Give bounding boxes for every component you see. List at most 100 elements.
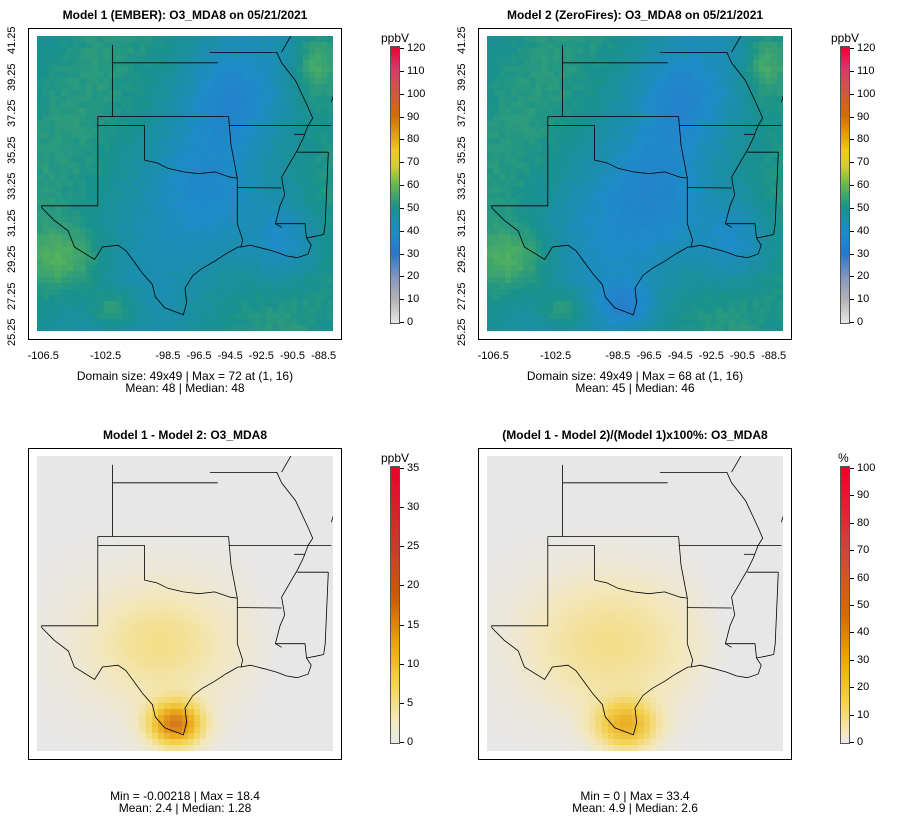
longitude-tick-label: -88.5 bbox=[761, 350, 787, 362]
latitude-tick-label: 41.25 bbox=[456, 26, 468, 54]
colorbar-unit: % bbox=[838, 451, 849, 465]
colorbar-label: 10 bbox=[857, 708, 870, 721]
latitude-tick-label: 37.25 bbox=[456, 99, 468, 127]
colorbar-tick bbox=[850, 93, 854, 95]
stat-line-1: Domain size: 49x49 | Max = 68 at (1, 16) bbox=[526, 369, 744, 383]
colorbar-label: 70 bbox=[857, 156, 870, 169]
panel-title: Model 1 (EMBER): O3_MDA8 on 05/21/2021 bbox=[62, 8, 308, 22]
colorbar-label: 60 bbox=[857, 571, 870, 584]
colorbar-tick bbox=[850, 632, 854, 634]
latitude-tick-label: 37.25 bbox=[6, 99, 18, 127]
colorbar-tick bbox=[400, 116, 404, 118]
colorbar-label: 20 bbox=[407, 579, 420, 592]
latitude-tick-label: 27.25 bbox=[456, 281, 468, 310]
colorbar-tick bbox=[400, 207, 404, 209]
colorbar-label: 100 bbox=[857, 462, 876, 474]
colorbar-unit: ppbV bbox=[381, 451, 410, 465]
colorbar-tick bbox=[850, 605, 854, 606]
colorbar-tick bbox=[850, 185, 854, 186]
colorbar-tick bbox=[850, 230, 854, 232]
longitude-tick-label: -94.5 bbox=[217, 350, 243, 362]
colorbar-tick bbox=[850, 322, 854, 323]
colorbar-label: 20 bbox=[407, 270, 420, 283]
concentration-grid bbox=[37, 36, 333, 331]
colorbar-tick bbox=[850, 550, 854, 552]
colorbar-tick bbox=[400, 93, 404, 95]
colorbar-tick bbox=[400, 624, 404, 626]
colorbar-tick bbox=[850, 253, 854, 255]
colorbar-gradient bbox=[390, 46, 400, 324]
colorbar-label: 20 bbox=[857, 681, 870, 694]
longitude-tick-label: -96.5 bbox=[186, 350, 212, 362]
panel-percent-difference: (Model 1 - Model 2)/(Model 1)x100%: O3_M… bbox=[450, 420, 900, 840]
colorbar-label: 120 bbox=[857, 42, 876, 54]
colorbar-gradient bbox=[390, 466, 400, 744]
colorbar-label: 80 bbox=[407, 133, 420, 146]
colorbar-tick bbox=[850, 468, 854, 469]
colorbar-tick bbox=[400, 48, 404, 49]
colorbar-label: 30 bbox=[407, 501, 420, 514]
colorbar-tick bbox=[400, 139, 404, 141]
stat-line-2: Mean: 45 | Median: 46 bbox=[575, 381, 695, 395]
colorbar-label: 80 bbox=[857, 516, 870, 529]
colorbar-label: 80 bbox=[857, 133, 870, 146]
longitude-tick-label: -102.5 bbox=[89, 350, 122, 362]
colorbar-label: 90 bbox=[407, 110, 420, 123]
colorbar-label: 10 bbox=[407, 657, 420, 670]
colorbar-tick bbox=[400, 70, 404, 72]
colorbar-label: 5 bbox=[407, 696, 414, 709]
longitude-tick-label: -92.5 bbox=[248, 350, 274, 362]
colorbar-tick bbox=[400, 162, 404, 164]
colorbar-tick bbox=[850, 687, 854, 689]
stat-line-2: Mean: 4.9 | Median: 2.6 bbox=[572, 801, 698, 815]
colorbar-tick bbox=[400, 299, 404, 301]
colorbar-tick bbox=[400, 230, 404, 232]
colorbar-label: 15 bbox=[407, 618, 420, 631]
concentration-grid bbox=[37, 456, 333, 751]
map-plot bbox=[37, 456, 333, 751]
map-plot bbox=[487, 456, 783, 751]
colorbar-tick bbox=[400, 546, 404, 548]
gulf-coastline bbox=[41, 627, 324, 736]
colorbar-label: 40 bbox=[857, 224, 870, 237]
colorbar-label: 30 bbox=[857, 653, 870, 666]
concentration-grid bbox=[487, 36, 783, 331]
colorbar-label: 90 bbox=[857, 489, 870, 502]
colorbar-label: 70 bbox=[407, 156, 420, 169]
colorbar-label: 100 bbox=[407, 87, 426, 100]
latitude-tick-label: 39.25 bbox=[456, 62, 468, 91]
panel-model1: Model 1 (EMBER): O3_MDA8 on 05/21/2021 4… bbox=[0, 0, 450, 410]
colorbar-tick bbox=[850, 495, 854, 497]
latitude-tick-label: 35.25 bbox=[6, 135, 18, 164]
colorbar-label: 50 bbox=[857, 599, 870, 611]
latitude-tick-label: 29.25 bbox=[456, 245, 468, 273]
gulf-coastline bbox=[491, 627, 774, 736]
colorbar-label: 10 bbox=[857, 293, 870, 306]
colorbar-tick bbox=[400, 663, 404, 665]
colorbar-label: 110 bbox=[407, 64, 425, 77]
colorbar-label: 50 bbox=[857, 201, 870, 214]
colorbar-tick bbox=[850, 70, 854, 72]
stat-line-1: Min = 0 | Max = 33.4 bbox=[580, 789, 690, 803]
colorbar-label: 100 bbox=[857, 87, 876, 100]
latitude-tick-label: 25.25 bbox=[456, 318, 468, 346]
latitude-tick-label: 33.25 bbox=[456, 172, 468, 200]
map-plot bbox=[487, 36, 783, 331]
colorbar-label: 30 bbox=[857, 247, 870, 260]
colorbar-tick bbox=[850, 207, 854, 209]
colorbar-unit: ppbV bbox=[831, 31, 860, 45]
panel-title: Model 2 (ZeroFires): O3_MDA8 on 05/21/20… bbox=[506, 8, 764, 22]
panel-difference: Model 1 - Model 2: O3_MDA8 Min = -0.0021… bbox=[0, 420, 450, 840]
colorbar-label: 60 bbox=[407, 179, 420, 191]
longitude-tick-label: -106.5 bbox=[477, 350, 509, 362]
colorbar-tick bbox=[400, 253, 404, 255]
colorbar-label: 110 bbox=[857, 64, 875, 77]
state-boundaries bbox=[491, 456, 783, 736]
stat-line-2: Mean: 48 | Median: 48 bbox=[125, 381, 245, 395]
longitude-tick-label: -106.5 bbox=[27, 350, 59, 362]
colorbar-label: 0 bbox=[857, 316, 864, 328]
colorbar-tick bbox=[850, 742, 854, 743]
map-plot bbox=[37, 36, 333, 331]
colorbar-tick bbox=[850, 116, 854, 118]
longitude-tick-label: -90.5 bbox=[279, 350, 306, 362]
